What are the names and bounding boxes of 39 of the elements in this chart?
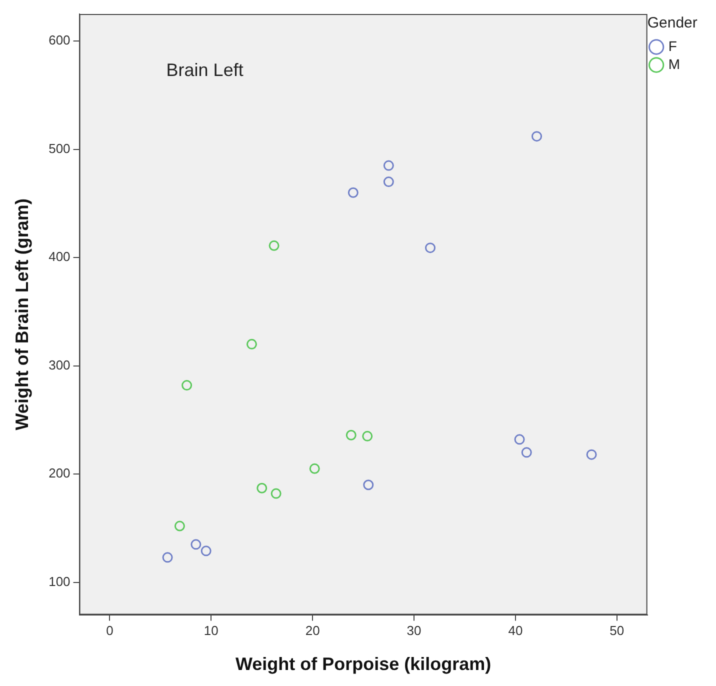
point [246,338,257,350]
y-tick-label: 500 [48,140,70,156]
point [268,240,280,251]
point [586,449,597,460]
y-tick-label: 200 [48,466,70,481]
point [309,463,320,474]
point [532,131,542,142]
point [514,434,525,445]
point [174,520,185,532]
annotation: Brain Left [166,60,244,80]
y-tick-label: 400 [48,249,70,264]
x-tick-label: 0 [106,623,114,638]
x-tick-label: 40 [508,623,523,638]
point [162,552,173,563]
x-tick-label: 50 [610,623,624,638]
y-axis-title: Weight of Brain Left (gram) [12,198,32,430]
point [182,380,192,391]
point [346,430,356,440]
x-tick-label: 20 [305,623,320,638]
y-tick-label: 100 [48,574,70,589]
legend-label: F [668,38,677,54]
point [270,488,282,499]
point [363,480,374,490]
point [348,187,358,198]
point [200,546,212,556]
legend-title: Gender [647,14,698,32]
point [190,539,202,550]
point [362,430,373,442]
point [383,160,394,171]
y-tick-label: 600 [48,32,70,48]
y-tick-label: 300 [48,357,70,372]
legend-label: M [668,56,680,72]
point [256,482,268,494]
point [521,447,532,458]
x-axis-title: Weight of Porpoise (kilogram) [235,654,492,674]
point [425,242,436,254]
x-tick-label: 30 [406,623,422,638]
point [383,176,394,188]
x-tick-label: 10 [204,623,218,638]
